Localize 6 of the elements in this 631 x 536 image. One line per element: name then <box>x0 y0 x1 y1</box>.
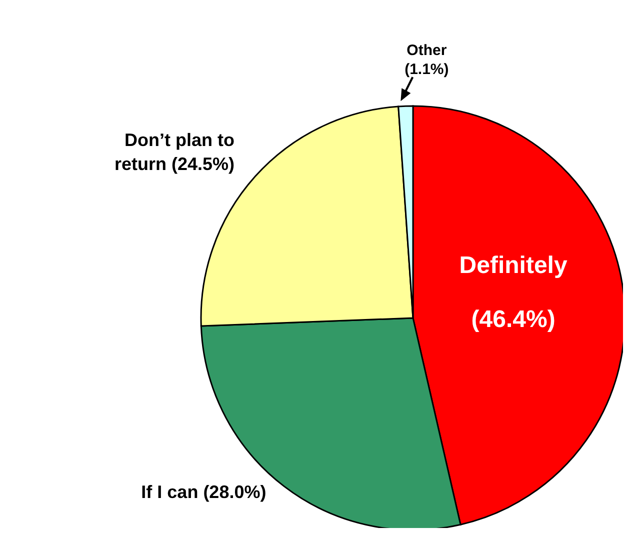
data-label: (1.1%) <box>404 61 449 78</box>
slice-label: If I can (28.0%) <box>141 482 266 502</box>
slice-label: Other <box>406 42 447 60</box>
slice-label: Don’t plan to return (24.5%) <box>114 130 235 174</box>
data-label: (46.4%) <box>471 306 556 334</box>
slice-label: Definitely <box>459 252 568 280</box>
